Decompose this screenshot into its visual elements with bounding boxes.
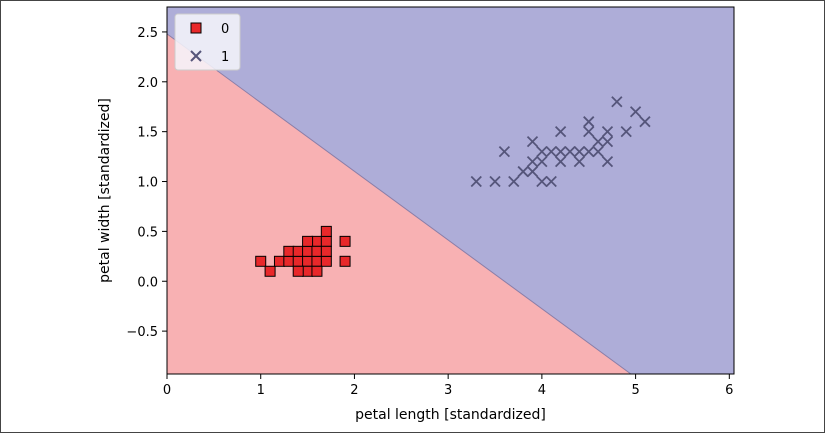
point-class-0 bbox=[292, 255, 304, 267]
decision-boundary-line bbox=[167, 33, 632, 374]
point-class-1 bbox=[470, 175, 482, 188]
point-class-1 bbox=[554, 145, 567, 158]
point-class-0 bbox=[339, 235, 351, 247]
point-class-0 bbox=[292, 265, 304, 277]
point-class-0 bbox=[320, 225, 332, 237]
y-tick-label: 0.5 bbox=[137, 225, 158, 240]
point-class-1 bbox=[564, 145, 576, 158]
point-class-0 bbox=[311, 265, 323, 277]
point-class-1 bbox=[583, 145, 595, 158]
x-tick-label: 1 bbox=[257, 383, 265, 398]
point-class-1 bbox=[536, 155, 548, 168]
legend-marker-x bbox=[190, 50, 202, 62]
x-tick-label: 6 bbox=[725, 383, 733, 398]
point-class-0 bbox=[320, 245, 332, 257]
point-class-1 bbox=[517, 165, 529, 178]
y-tick-label: −0.5 bbox=[126, 325, 158, 340]
legend-label-0: 0 bbox=[221, 22, 229, 37]
point-class-0 bbox=[339, 255, 351, 267]
point-class-1 bbox=[536, 145, 548, 158]
x-tick-label: 3 bbox=[444, 383, 452, 398]
point-class-0 bbox=[320, 255, 332, 267]
point-class-1 bbox=[639, 116, 651, 128]
y-tick-label: 0.0 bbox=[137, 275, 158, 290]
point-class-1 bbox=[592, 145, 604, 158]
point-class-1 bbox=[583, 126, 595, 138]
y-tick-label: 1.5 bbox=[137, 126, 158, 141]
x-tick-label: 4 bbox=[538, 383, 546, 398]
y-axis-ticks: −0.5 0.0 0.5 1.0 1.5 2.0 2.5 bbox=[126, 26, 167, 340]
point-class-0 bbox=[302, 255, 314, 267]
point-class-0 bbox=[311, 245, 323, 257]
y-tick-label: 1.0 bbox=[137, 176, 158, 191]
point-class-0 bbox=[320, 235, 332, 247]
x-axis-ticks: 0 1 2 3 4 5 6 bbox=[163, 374, 733, 398]
point-class-1 bbox=[620, 126, 632, 138]
point-class-0 bbox=[302, 245, 314, 257]
x-axis-label: petal length [standardized] bbox=[355, 407, 546, 423]
point-class-1 bbox=[601, 155, 614, 168]
point-class-1 bbox=[601, 126, 614, 138]
legend: 0 1 bbox=[174, 13, 241, 71]
point-class-1 bbox=[583, 116, 595, 128]
y-tick-label: 2.5 bbox=[137, 26, 158, 41]
point-class-1 bbox=[508, 175, 520, 188]
point-class-1 bbox=[611, 96, 623, 108]
point-class-1 bbox=[526, 135, 539, 148]
legend-label-1: 1 bbox=[221, 50, 229, 65]
point-class-0 bbox=[255, 255, 267, 267]
data-points bbox=[255, 96, 651, 277]
x-tick-label: 0 bbox=[163, 383, 171, 398]
point-class-1 bbox=[554, 126, 567, 138]
point-class-1 bbox=[601, 135, 614, 148]
legend-marker-square bbox=[190, 22, 202, 34]
point-class-1 bbox=[592, 135, 604, 148]
point-class-1 bbox=[545, 145, 557, 158]
point-class-1 bbox=[526, 165, 539, 178]
point-class-1 bbox=[526, 155, 539, 168]
point-class-0 bbox=[292, 245, 304, 257]
point-class-0 bbox=[302, 235, 314, 247]
point-class-0 bbox=[283, 245, 295, 257]
point-class-0 bbox=[311, 235, 323, 247]
x-tick-label: 5 bbox=[631, 383, 639, 398]
point-class-0 bbox=[273, 255, 285, 267]
point-class-1 bbox=[545, 175, 557, 188]
point-class-1 bbox=[629, 106, 642, 118]
point-class-0 bbox=[311, 255, 323, 267]
decision-regions bbox=[167, 7, 734, 374]
point-class-0 bbox=[302, 265, 314, 277]
point-class-1 bbox=[489, 175, 501, 188]
point-class-1 bbox=[554, 155, 567, 168]
legend-box bbox=[174, 13, 241, 71]
point-class-1 bbox=[536, 175, 548, 188]
y-axis-label: petal width [standardized] bbox=[97, 98, 113, 283]
point-class-0 bbox=[283, 255, 295, 267]
x-tick-label: 2 bbox=[350, 383, 358, 398]
y-tick-label: 2.0 bbox=[137, 76, 158, 91]
point-class-1 bbox=[573, 145, 586, 158]
point-class-1 bbox=[498, 145, 511, 158]
point-class-1 bbox=[573, 155, 586, 168]
plot-border bbox=[166, 6, 735, 375]
point-class-0 bbox=[264, 265, 276, 277]
